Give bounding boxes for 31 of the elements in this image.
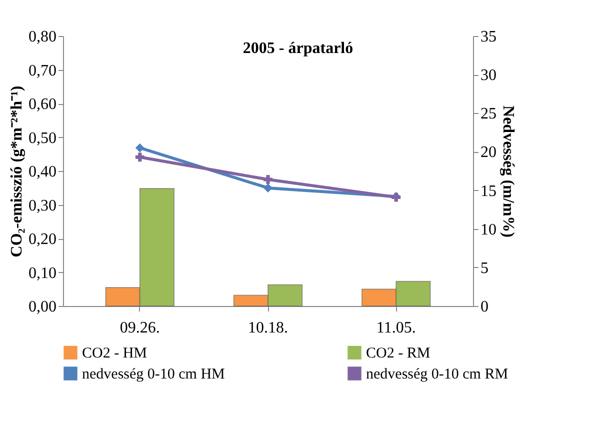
y2-tick-label: 35: [480, 28, 496, 46]
y2-tick-label: 15: [480, 182, 496, 200]
y-tick-label: 0,20: [28, 231, 56, 248]
point: [264, 175, 272, 184]
point: [264, 184, 272, 192]
y-tick-label: 0,80: [28, 28, 56, 46]
x-tick-label: 10.18.: [248, 320, 288, 336]
y-axis-title: CO₂-emisszió (g*m⁻²*h⁻¹): [8, 86, 26, 258]
y2-tick-label: 20: [480, 144, 496, 162]
y-tick-label: 0,70: [28, 62, 56, 80]
y2-tick-label: 25: [480, 106, 496, 123]
legend-label: CO2 - RM: [366, 346, 430, 362]
y2-tick-label: 5: [480, 260, 488, 277]
chart-title: 2005 - árpatarló: [242, 40, 354, 57]
legend-label: nedvesség 0-10 cm HM: [82, 366, 225, 382]
y2-tick-label: 30: [480, 67, 496, 84]
x-tick-label: 09.26.: [120, 320, 160, 336]
y-tick-label: 0,60: [28, 96, 56, 113]
y-tick-label: 0,30: [28, 197, 56, 214]
y-tick-label: 0,00: [28, 298, 56, 316]
y-tick-label: 0,50: [28, 130, 56, 147]
y2-tick-label: 10: [480, 221, 496, 238]
legend-label: nedvesség 0-10 cm RM: [366, 366, 508, 382]
y-tick-label: 0,10: [28, 264, 56, 282]
point: [135, 152, 144, 162]
point: [135, 143, 144, 152]
y2-axis-title: Nedvesség (m/m%): [500, 106, 516, 238]
legend-label: CO2 - HM: [82, 346, 148, 362]
y2-tick-label: 0: [480, 298, 488, 316]
y-tick-label: 0,40: [28, 164, 56, 180]
x-tick-label: 11.05.: [376, 320, 416, 336]
